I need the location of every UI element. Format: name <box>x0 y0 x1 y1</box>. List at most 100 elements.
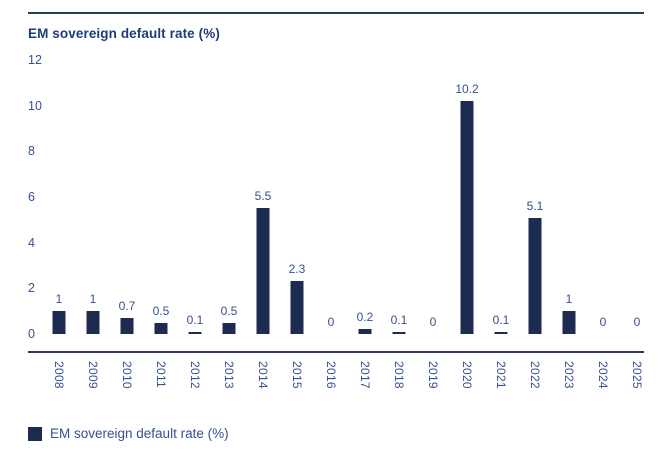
x-tick-label: 2017 <box>358 361 372 389</box>
y-tick-label: 8 <box>28 144 35 159</box>
bar-column: 0 <box>314 60 348 334</box>
x-tick-label: 2013 <box>222 361 236 389</box>
x-tick-cell: 2008 <box>42 361 76 411</box>
y-tick-label: 6 <box>28 190 35 204</box>
bar-column: 1 <box>42 60 76 334</box>
x-tick-label: 2018 <box>392 361 406 389</box>
x-tick-cell: 2010 <box>110 361 144 411</box>
bar-column: 0.1 <box>484 60 518 334</box>
x-axis: 2008 2009 2010 2011 2012 2013 2014 2015 2016 2017… <box>42 361 654 411</box>
bar-value-label: 0 <box>429 315 437 329</box>
bar-value-label: 10.2 <box>455 82 479 97</box>
x-tick-label: 2019 <box>426 361 440 389</box>
bar-value-label: 5.5 <box>254 189 272 204</box>
legend-label: EM sovereign default rate (%) <box>50 426 229 441</box>
bar-2009 <box>86 311 100 334</box>
bar-2013 <box>222 322 236 334</box>
bar-value-label: 1 <box>55 292 63 307</box>
bar-column: 2.3 <box>280 60 314 334</box>
bar-value-label: 0 <box>327 315 335 329</box>
x-tick-label: 2015 <box>290 361 304 389</box>
x-tick-cell: 2015 <box>280 361 314 411</box>
bar-2020 <box>460 101 474 334</box>
bar-column: 0.7 <box>110 60 144 334</box>
x-tick-cell: 2020 <box>450 361 484 411</box>
bar-2008 <box>52 311 66 334</box>
bar-2015 <box>290 281 304 334</box>
y-tick-label: 0 <box>28 327 35 341</box>
x-tick-cell: 2021 <box>484 361 518 411</box>
bar-column: 0 <box>416 60 450 334</box>
x-tick-label: 2014 <box>256 361 270 389</box>
bar-value-label: 1 <box>89 292 97 307</box>
bar-2011 <box>154 322 168 334</box>
bar-column: 5.5 <box>246 60 280 334</box>
bar-value-label: 0.5 <box>220 303 238 318</box>
bar-column: 0.2 <box>348 60 382 334</box>
x-tick-cell: 2014 <box>246 361 280 411</box>
x-tick-label: 2008 <box>52 361 66 389</box>
x-tick-cell: 2025 <box>620 361 654 411</box>
bar-column: 0.5 <box>144 60 178 334</box>
x-tick-label: 2016 <box>324 361 338 389</box>
x-tick-cell: 2023 <box>552 361 586 411</box>
top-divider-line <box>28 12 644 14</box>
x-tick-label: 2012 <box>188 361 202 389</box>
legend-swatch-icon <box>28 427 42 441</box>
bar-2017 <box>358 329 372 334</box>
x-tick-label: 2023 <box>562 361 576 389</box>
legend: EM sovereign default rate (%) <box>28 426 229 442</box>
x-tick-cell: 2024 <box>586 361 620 411</box>
bar-column: 1 <box>552 60 586 334</box>
x-tick-label: 2011 <box>154 361 168 389</box>
x-tick-cell: 2009 <box>76 361 110 411</box>
x-tick-cell: 2017 <box>348 361 382 411</box>
x-tick-label: 2010 <box>120 361 134 389</box>
x-tick-label: 2024 <box>596 361 610 389</box>
bar-2010 <box>120 318 134 334</box>
bar-value-label: 0.1 <box>186 312 204 327</box>
bar-value-label: 0.2 <box>356 310 374 325</box>
x-tick-label: 2022 <box>528 361 542 389</box>
x-axis-line <box>28 351 644 353</box>
bar-column: 0.5 <box>212 60 246 334</box>
bar-2022 <box>528 217 542 334</box>
bar-column: 0.1 <box>382 60 416 334</box>
bar-column: 10.2 <box>450 60 484 334</box>
x-tick-label: 2009 <box>86 361 100 389</box>
bar-value-label: 0.1 <box>390 312 408 327</box>
bar-2018 <box>392 331 406 334</box>
bar-column: 0 <box>620 60 654 334</box>
bar-value-label: 1 <box>565 292 573 307</box>
x-tick-cell: 2019 <box>416 361 450 411</box>
x-tick-label: 2025 <box>630 361 644 389</box>
plot-area: 1 1 0.7 0.5 0.1 0.5 5.5 2.3 0 0.2 0.1 0 10.2 0.1 5.1 1 0… <box>42 60 654 334</box>
bar-value-label: 2.3 <box>288 262 306 277</box>
bar-value-label: 0 <box>599 315 607 329</box>
bar-2014 <box>256 208 270 334</box>
bar-value-label: 0.5 <box>152 303 170 318</box>
bar-column: 0 <box>586 60 620 334</box>
x-tick-cell: 2013 <box>212 361 246 411</box>
bar-column: 0.1 <box>178 60 212 334</box>
bar-value-label: 0.7 <box>118 299 136 314</box>
chart-title: EM sovereign default rate (%) <box>28 26 220 41</box>
x-tick-label: 2020 <box>460 361 474 389</box>
bar-column: 1 <box>76 60 110 334</box>
bar-value-label: 5.1 <box>526 198 544 213</box>
x-tick-cell: 2022 <box>518 361 552 411</box>
bar-column: 5.1 <box>518 60 552 334</box>
bar-value-label: 0.1 <box>492 312 510 327</box>
bar-2012 <box>188 331 202 334</box>
x-tick-label: 2021 <box>494 361 508 389</box>
y-tick-label: 2 <box>28 281 35 296</box>
x-tick-cell: 2018 <box>382 361 416 411</box>
y-tick-label: 4 <box>28 235 35 250</box>
y-tick-label: 12 <box>28 53 42 67</box>
bar-value-label: 0 <box>633 315 641 329</box>
x-tick-cell: 2011 <box>144 361 178 411</box>
x-tick-cell: 2016 <box>314 361 348 411</box>
bar-2021 <box>494 331 508 334</box>
bar-2023 <box>562 311 576 334</box>
